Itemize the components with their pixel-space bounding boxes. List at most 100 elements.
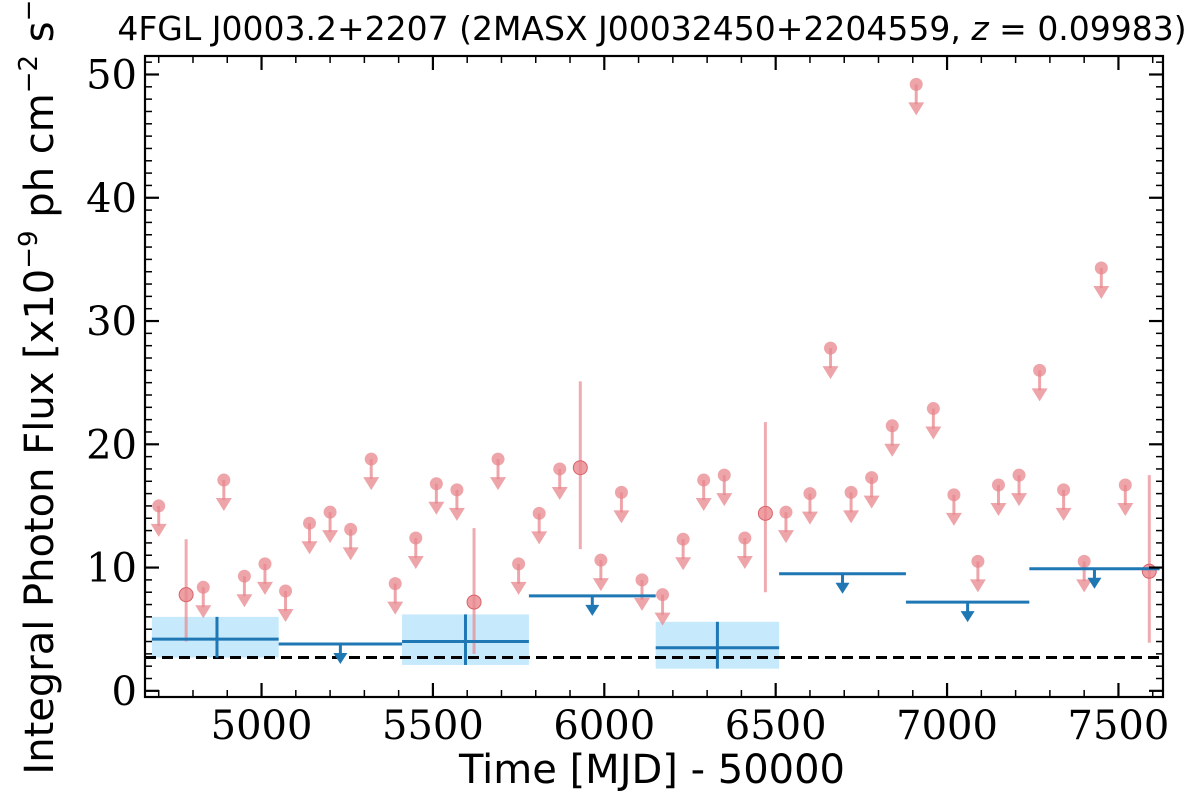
monthly-ul-arrow [510, 581, 527, 595]
monthly-ul-marker [909, 77, 923, 91]
plot-frame [143, 54, 1165, 699]
monthly-ul-marker [1118, 478, 1132, 492]
monthly-ul-marker [491, 452, 505, 466]
monthly-ul-arrow [654, 612, 671, 626]
monthly-ul-marker [303, 516, 317, 530]
monthly-ul-marker [344, 522, 358, 536]
monthly-ul-arrow [236, 594, 253, 608]
monthly-ul-arrow [945, 512, 962, 526]
monthly-ul-marker [429, 477, 443, 491]
y-tick-label: 20 [86, 422, 137, 468]
monthly-ul-marker [1094, 261, 1108, 275]
monthly-ul-arrow [634, 597, 651, 611]
monthly-ul-marker [512, 557, 526, 571]
monthly-ul-arrow [531, 531, 548, 545]
monthly-ul-marker [364, 452, 378, 466]
monthly-ul-marker [824, 341, 838, 355]
monthly-ul-marker [594, 553, 608, 567]
plot-clip-group [145, 77, 1163, 669]
monthly-ul-marker [1057, 483, 1071, 497]
yearly-ul-arrow [333, 652, 348, 664]
monthly-ul-arrow [150, 523, 167, 537]
monthly-ul-arrow [863, 495, 880, 509]
yearly-ul-arrow [585, 604, 600, 616]
x-tick-label: 7500 [1068, 703, 1170, 749]
monthly-ul-arrow [363, 477, 380, 491]
monthly-ul-marker [947, 488, 961, 502]
monthly-ul-marker [217, 473, 231, 487]
monthly-ul-arrow [1093, 286, 1110, 300]
monthly-ul-marker [1077, 554, 1091, 568]
monthly-detection-marker [572, 460, 588, 476]
monthly-ul-marker [779, 505, 793, 519]
y-tick-label: 0 [112, 669, 137, 715]
monthly-ul-arrow [908, 102, 925, 116]
yearly-band [151, 616, 279, 658]
monthly-ul-marker [865, 471, 879, 485]
monthly-ul-marker [279, 584, 293, 598]
x-tick-label: 7000 [896, 703, 998, 749]
monthly-detection-marker [1141, 563, 1157, 579]
monthly-ul-marker [971, 554, 985, 568]
yearly-ul-arrow [835, 582, 850, 594]
yearly-ul-arrow [960, 611, 975, 623]
monthly-ul-arrow [1031, 388, 1048, 402]
x-tick-label: 6000 [553, 703, 655, 749]
x-axis-label: Time [MJD] - 50000 [458, 747, 845, 793]
monthly-ul-arrow [277, 608, 294, 622]
monthly-ul-arrow [613, 510, 630, 524]
monthly-ul-arrow [592, 578, 609, 592]
monthly-ul-arrow [490, 477, 507, 491]
axes: 5000 5500 6000 6500 7000 7500 0 10 20 30 40 50 [86, 52, 1169, 749]
monthly-ul-marker [323, 505, 337, 519]
monthly-ul-arrow [256, 581, 273, 595]
monthly-ul-marker [196, 580, 210, 594]
x-tick-label: 6500 [725, 703, 827, 749]
monthly-ul-marker [844, 485, 858, 499]
monthly-ul-arrow [1055, 507, 1072, 521]
monthly-ul-marker [656, 588, 670, 602]
monthly-ul-arrow [1011, 493, 1028, 507]
y-tick-label: 50 [86, 52, 137, 98]
monthly-ul-marker [553, 462, 567, 476]
monthly-ul-arrow [843, 510, 860, 524]
monthly-ul-marker [697, 473, 711, 487]
monthly-ul-arrow [301, 541, 318, 555]
monthly-ul-arrow [925, 426, 942, 440]
monthly-ul-marker [1033, 363, 1047, 377]
chart-title: 4FGL J0003.2+2207 (2MASX J00032450+22045… [117, 9, 1186, 48]
monthly-ul-marker [388, 577, 402, 591]
monthly-ul-arrow [777, 530, 794, 544]
monthly-ul-arrow [969, 579, 986, 593]
monthly-ul-marker [803, 487, 817, 501]
monthly-ul-arrow [884, 443, 901, 457]
y-tick-label: 40 [86, 176, 137, 222]
monthly-detection-marker [466, 594, 482, 610]
monthly-ul-arrow [387, 601, 404, 615]
monthly-ul-marker [885, 419, 899, 433]
monthly-ul-arrow [195, 605, 212, 619]
monthly-ul-marker [676, 532, 690, 546]
monthly-ul-arrow [675, 557, 692, 571]
monthly-ul-arrow [736, 555, 753, 569]
monthly-ul-arrow [322, 530, 339, 544]
y-axis-label: Integral Photon Flux [x10−9 ph cm−2 s−1] [14, 0, 63, 775]
y-tick-label: 30 [86, 299, 137, 345]
monthly-ul-arrow [716, 493, 733, 507]
yearly-ul-arrow [1087, 577, 1102, 589]
monthly-ul-arrow [822, 366, 839, 380]
monthly-ul-marker [1012, 468, 1026, 482]
monthly-ul-marker [237, 569, 251, 583]
monthly-ul-marker [717, 468, 731, 482]
monthly-ul-marker [258, 557, 272, 571]
monthly-ul-marker [926, 402, 940, 416]
monthly-detection-marker [178, 587, 194, 603]
monthly-ul-arrow [342, 547, 359, 561]
monthly-detection-marker [757, 505, 773, 521]
monthly-ul-arrow [990, 502, 1007, 516]
monthly-ul-marker [409, 531, 423, 545]
monthly-ul-arrow [551, 486, 568, 500]
monthly-ul-arrow [428, 501, 445, 515]
monthly-ul-arrow [1076, 579, 1093, 593]
